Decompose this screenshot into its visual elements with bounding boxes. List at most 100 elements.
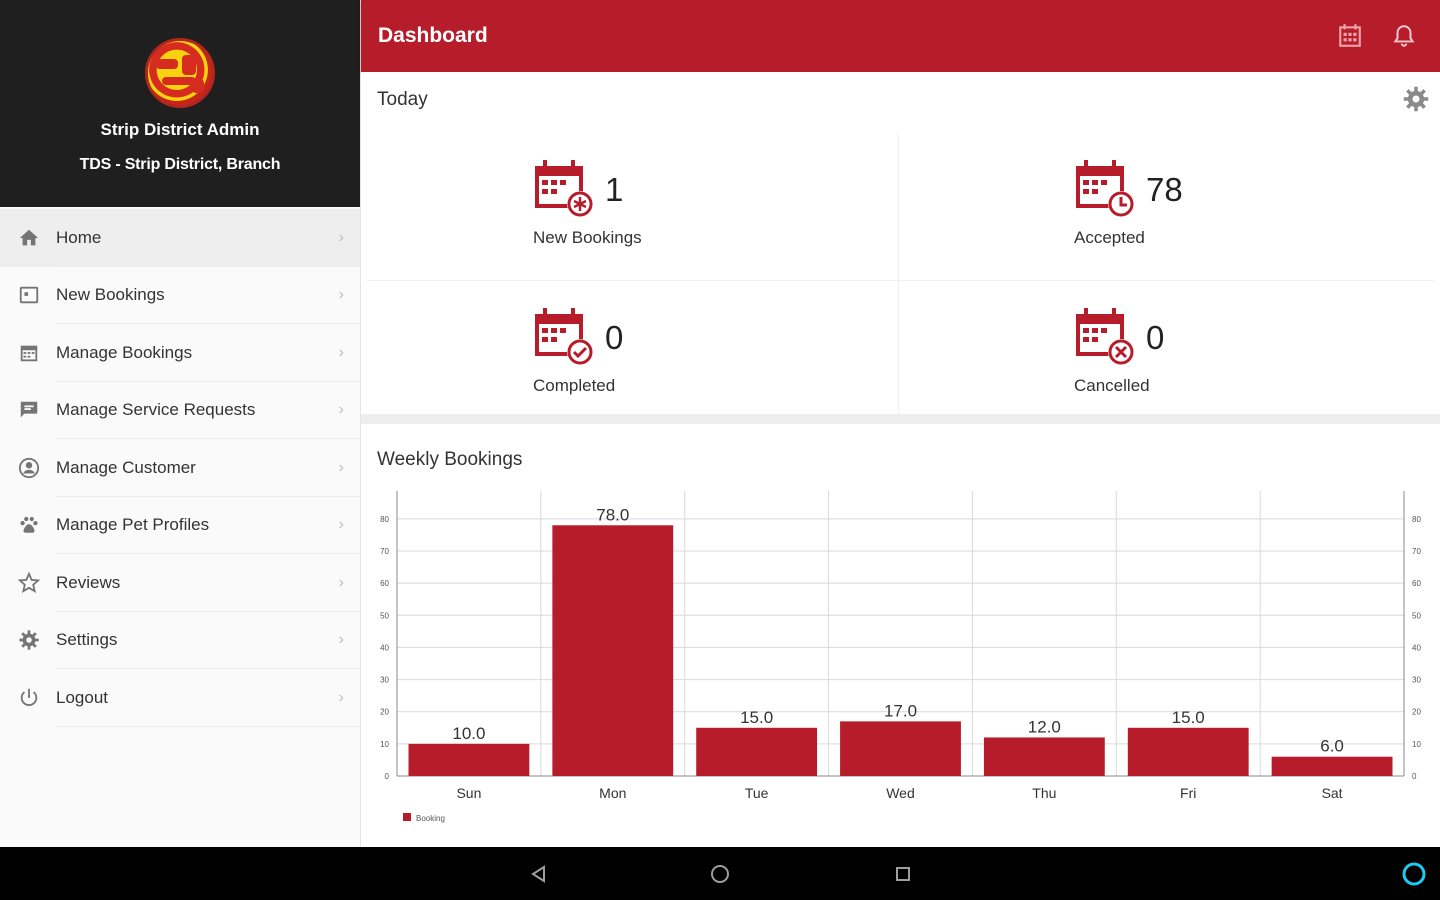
y-tick-label-left: 40: [380, 643, 389, 652]
stat-label: Completed: [533, 376, 616, 395]
chevron-right-icon: ›: [338, 458, 344, 476]
flag-icon: [18, 399, 40, 421]
calendar-plus-icon: [18, 284, 40, 306]
nav-label: Manage Bookings: [56, 342, 193, 362]
bar-value-label: 15.0: [740, 708, 773, 727]
x-tick-label: Tue: [745, 785, 769, 801]
nav-item-new-bookings[interactable]: New Bookings ›: [0, 267, 360, 325]
stat-cancelled[interactable]: 0 Cancelled: [899, 284, 1429, 424]
nav-item-home[interactable]: Home ›: [0, 209, 360, 267]
legend-swatch: [403, 813, 411, 821]
y-tick-label-left: 20: [380, 708, 389, 717]
stat-accepted[interactable]: 78 Accepted: [899, 134, 1429, 274]
y-tick-label-right: 0: [1412, 772, 1417, 781]
bar-value-label: 17.0: [884, 701, 917, 720]
y-tick-label-left: 10: [380, 740, 389, 749]
chart-bar: [1271, 756, 1393, 776]
nav-label: Logout: [56, 687, 108, 707]
stat-label: Cancelled: [1074, 376, 1150, 395]
star-icon: [18, 571, 40, 594]
x-tick-label: Sat: [1322, 785, 1343, 801]
chevron-right-icon: ›: [338, 286, 344, 304]
bar-value-label: 15.0: [1172, 708, 1205, 727]
y-tick-label-left: 0: [385, 772, 390, 781]
nav-label: Manage Pet Profiles: [56, 515, 210, 535]
bell-icon[interactable]: [1390, 22, 1418, 50]
nav-label: Settings: [56, 630, 118, 650]
calendar-new-icon: [533, 158, 597, 220]
system-navigation-bar: [0, 847, 1440, 900]
nav-item-manage-customer[interactable]: Manage Customer ›: [0, 439, 360, 497]
y-tick-label-left: 50: [380, 611, 389, 620]
stat-completed[interactable]: 0 Completed: [361, 284, 891, 424]
nav-label: New Bookings: [56, 285, 165, 305]
recents-icon[interactable]: [890, 861, 916, 887]
weekly-bookings-card: Weekly Bookings 0 0 10 10 20 20 30 30 40 40 50 50 60…: [361, 424, 1440, 847]
chart-bar: [983, 737, 1105, 776]
y-tick-label-right: 70: [1412, 547, 1421, 556]
weekly-bookings-chart: 0 0 10 10 20 20 30 30 40 40 50 50 60 60 70 70 80 80 10.0 Su…: [380, 491, 1421, 823]
drawer-header: Strip District Admin TDS - Strip Distric…: [0, 0, 360, 207]
nav-label: Reviews: [56, 572, 121, 592]
chevron-right-icon: ›: [338, 516, 344, 534]
y-tick-label-left: 70: [380, 547, 389, 556]
legend-label: Booking: [416, 814, 445, 823]
x-tick-label: Thu: [1032, 785, 1056, 801]
bar-value-label: 12.0: [1028, 717, 1061, 736]
stat-value: 0: [1146, 319, 1165, 356]
paw-icon: [18, 514, 40, 536]
chart-bar: [552, 525, 674, 776]
y-tick-label-right: 80: [1412, 515, 1421, 524]
divider: [898, 134, 899, 414]
chevron-right-icon: ›: [338, 631, 344, 649]
x-tick-label: Wed: [886, 785, 915, 801]
home-circle-icon[interactable]: [707, 861, 733, 887]
bar-value-label: 6.0: [1320, 737, 1344, 756]
weekly-title: Weekly Bookings: [377, 449, 523, 470]
nav-item-manage-pet-profiles[interactable]: Manage Pet Profiles ›: [0, 497, 360, 555]
chevron-right-icon: ›: [338, 688, 344, 706]
bar-value-label: 10.0: [452, 724, 485, 743]
gear-icon[interactable]: [1402, 85, 1430, 113]
calendar-icon: [18, 342, 40, 364]
nav-item-settings[interactable]: Settings ›: [0, 612, 360, 670]
stat-new-bookings[interactable]: 1 New Bookings: [361, 134, 891, 274]
y-tick-label-right: 30: [1412, 676, 1421, 685]
x-tick-label: Sun: [456, 785, 481, 801]
assistant-icon[interactable]: [1401, 861, 1427, 887]
calendar-check-icon: [533, 306, 597, 368]
home-icon: [18, 227, 40, 249]
y-tick-label-right: 50: [1412, 611, 1421, 620]
y-tick-label-left: 30: [380, 676, 389, 685]
calendar-cancel-icon: [1074, 306, 1138, 368]
x-tick-label: Fri: [1180, 785, 1196, 801]
gear-icon: [18, 629, 40, 651]
y-tick-label-right: 40: [1412, 643, 1421, 652]
nav-item-reviews[interactable]: Reviews ›: [0, 554, 360, 612]
y-tick-label-right: 20: [1412, 708, 1421, 717]
bar-value-label: 78.0: [596, 505, 629, 524]
calendar-grid-icon[interactable]: [1336, 22, 1364, 50]
today-title: Today: [377, 89, 428, 110]
nav-label: Home: [56, 227, 102, 247]
app-bar: Dashboard: [361, 0, 1440, 72]
calendar-clock-icon: [1074, 158, 1138, 220]
nav-item-manage-bookings[interactable]: Manage Bookings ›: [0, 324, 360, 382]
account-circle-icon: [18, 457, 40, 479]
stat-label: New Bookings: [533, 228, 642, 247]
chevron-right-icon: ›: [338, 228, 344, 246]
nav-item-manage-service-requests[interactable]: Manage Service Requests ›: [0, 382, 360, 440]
stat-value: 78: [1146, 171, 1183, 208]
chevron-right-icon: ›: [338, 343, 344, 361]
branch-name: TDS - Strip District, Branch: [79, 156, 281, 173]
back-icon[interactable]: [526, 861, 552, 887]
chart-bar: [1127, 727, 1249, 776]
power-icon: [18, 687, 40, 709]
x-tick-label: Mon: [599, 785, 626, 801]
chevron-right-icon: ›: [338, 401, 344, 419]
chart-bar: [840, 721, 961, 776]
chevron-right-icon: ›: [338, 573, 344, 591]
y-tick-label-left: 80: [380, 515, 389, 524]
nav-item-logout[interactable]: Logout ›: [0, 669, 360, 727]
chart-bar: [696, 727, 818, 776]
